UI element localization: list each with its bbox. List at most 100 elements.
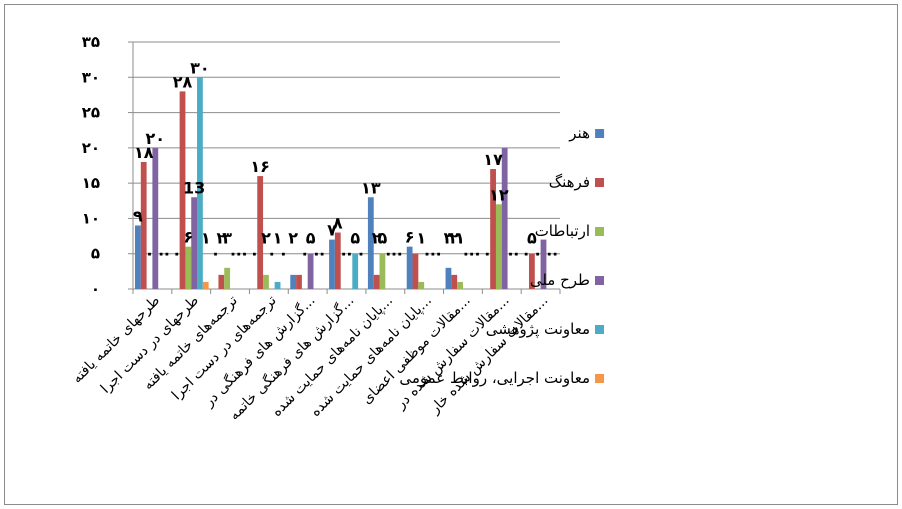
legend-swatch <box>595 227 604 236</box>
legend-label: هنر <box>568 124 590 142</box>
bar <box>334 232 341 289</box>
zero-data-label: ۰ <box>249 244 259 263</box>
bar <box>406 246 413 289</box>
data-label: ۳ <box>444 229 454 248</box>
bar <box>528 253 535 289</box>
zero-data-label: ۰ <box>356 244 366 263</box>
bar <box>495 204 502 289</box>
zero-data-label: ۰ <box>511 244 521 263</box>
data-label: ۶ <box>183 228 193 247</box>
zero-data-label: ۰ <box>211 244 221 263</box>
legend-label: طرح ملی <box>530 271 590 289</box>
zero-data-label: ۰ <box>461 244 471 263</box>
bar <box>445 267 452 289</box>
data-label: ۲ <box>216 229 226 248</box>
zero-data-label: ۰ <box>311 244 321 263</box>
data-label: ۱۶ <box>250 157 270 176</box>
zero-data-label: ۰ <box>162 244 172 263</box>
data-label: ۲۰ <box>146 129 166 148</box>
bar <box>379 253 386 289</box>
data-label: ۱۸ <box>134 143 154 162</box>
data-label: ۹ <box>133 206 143 225</box>
zero-data-label: ۰ <box>172 244 182 263</box>
bar <box>224 267 231 289</box>
data-label: ۱ <box>416 229 426 248</box>
bars <box>135 77 547 290</box>
y-tick-label: ۳۰ <box>82 68 100 86</box>
y-tick-label: ۰ <box>91 280 100 298</box>
zero-labels: ۰ ۰ ۰ ۰ ۰۰ ۰ ۰ ۰۰ ۰ ۰ ۰ ۰ ۰۰ ۰ ۰ ۰ ۰ ۰ ۰ ۰۰ ۰ ۰ ۰ ۰ ۰ ۰ ۰ ۰ ۰ <box>145 244 560 263</box>
bar <box>185 246 192 289</box>
data-label: 13 <box>183 178 205 197</box>
data-label: ۵ <box>527 229 537 248</box>
zero-data-label: ۰ <box>473 244 483 263</box>
zero-data-label: ۰ <box>339 244 349 263</box>
zero-data-label: ۰ <box>234 244 244 263</box>
bar <box>135 225 141 289</box>
bar <box>140 161 147 289</box>
data-label: ۱ <box>455 229 465 248</box>
bar <box>307 253 314 289</box>
legend-swatch <box>595 129 605 138</box>
y-tick-label: ۱۵ <box>82 174 100 192</box>
bar <box>274 281 281 289</box>
bar <box>263 274 269 289</box>
data-label: ۱۷ <box>483 150 503 169</box>
zero-data-label: ۰ <box>267 244 277 263</box>
zero-data-label: ۰ <box>345 244 355 263</box>
bar <box>540 239 547 289</box>
zero-data-label: ۰ <box>506 244 516 263</box>
bar <box>257 176 264 289</box>
bar <box>367 197 374 289</box>
y-tick-label: ۵ <box>91 245 100 263</box>
zero-data-label: ۰ <box>317 244 327 263</box>
legend: هنر فرهنگ ارتباطات طرح ملی معاونت پژوهشی معاو… <box>399 124 605 387</box>
data-label: ۱۲ <box>489 185 509 204</box>
legend-swatch <box>595 276 604 285</box>
gridlines <box>133 41 560 255</box>
data-label: ۲ <box>449 229 459 248</box>
zero-data-label: ۰ <box>300 244 310 263</box>
data-label: ۲ <box>261 229 271 248</box>
legend-swatch <box>595 325 604 334</box>
bar <box>412 253 419 289</box>
zero-data-label: ۰ <box>383 244 393 263</box>
data-label: ۳۰ <box>190 58 210 77</box>
data-label: ۸ <box>333 214 343 233</box>
zero-data-label: ۰ <box>156 244 166 263</box>
bar <box>501 147 508 289</box>
data-label: ۵ <box>350 229 360 248</box>
data-label: ۱ <box>201 229 211 248</box>
bar <box>373 274 380 289</box>
zero-data-label: ۰ <box>145 244 155 263</box>
bar <box>197 77 203 290</box>
zero-data-label: ۰ <box>482 244 492 263</box>
zero-data-label: ۰ <box>389 244 399 263</box>
legend-swatch <box>595 374 604 383</box>
data-label: ۱ <box>273 229 283 248</box>
bar <box>457 281 463 289</box>
legend-label: ارتباطات <box>535 222 590 240</box>
data-label: ۳ <box>222 229 232 248</box>
legend-label: فرهنگ <box>549 173 590 191</box>
data-label: ۶ <box>405 228 415 247</box>
data-label: ۲۸ <box>173 72 193 91</box>
legend-swatch <box>595 178 604 187</box>
bar <box>490 169 496 289</box>
bar <box>329 239 335 289</box>
zero-data-label: ۰ <box>521 244 531 263</box>
zero-data-label: ۰ <box>544 244 554 263</box>
zero-data-label: ۰ <box>422 244 432 263</box>
zero-data-label: ۰ <box>467 244 477 263</box>
legend-label: معاونت اجرایی، روابط عمومی <box>399 369 590 387</box>
bar <box>152 147 159 289</box>
data-label: ۵ <box>378 229 388 248</box>
data-label: ۲ <box>372 229 382 248</box>
bar <box>179 91 186 290</box>
data-label: ۵ <box>306 229 316 248</box>
y-tick-label: ۱۰ <box>82 209 100 227</box>
zero-data-label: ۰ <box>240 244 250 263</box>
zero-data-label: ۰ <box>228 244 238 263</box>
